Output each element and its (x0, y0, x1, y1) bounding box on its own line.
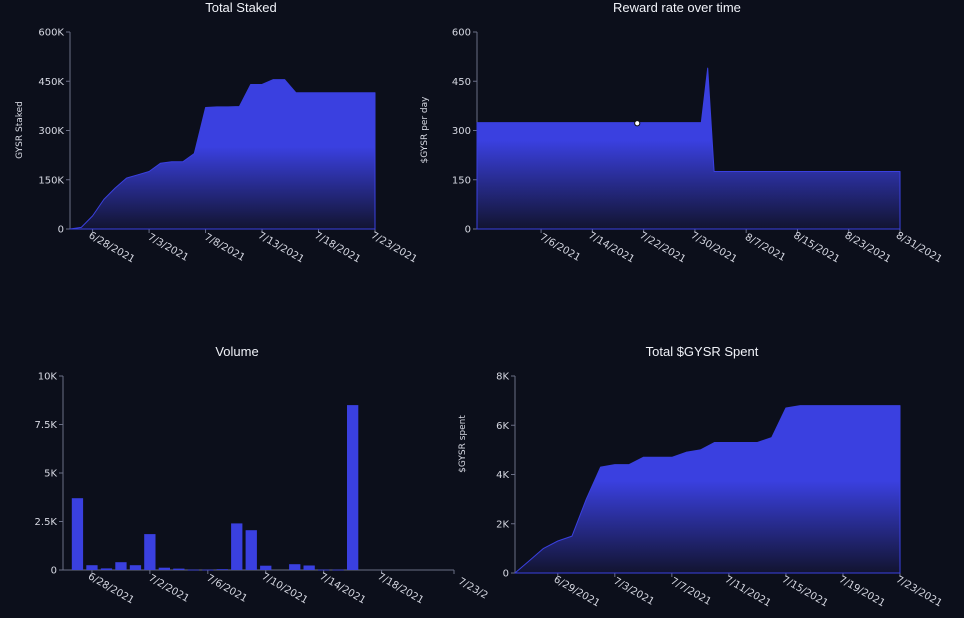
y-tick-label: 4K (496, 470, 509, 481)
x-tick-label: 7/10/2021 (260, 571, 310, 606)
total-staked-panel: Total Staked 0 150K 300K 450K 600K 6/28/2021 7… (0, 0, 482, 300)
bar[interactable] (158, 567, 170, 570)
area-series (69, 79, 376, 230)
volume-chart: 0 2.5K 5K 7.5K 10K 6/28/2021 7/2/2021 7/6/2021 7… (35, 372, 490, 607)
y-tick-label: 150K (38, 175, 64, 186)
bar[interactable] (289, 564, 301, 570)
chart-title: Total $GYSR Spent (645, 344, 759, 359)
chart-title: Total Staked (205, 0, 277, 15)
x-tick-label: 6/28/2021 (86, 230, 136, 265)
x-tick-label: 7/18/2021 (312, 230, 362, 265)
reward-rate-panel: Reward rate over time 0 150 300 450 600 7/6/2… (400, 0, 964, 300)
x-tick-label: 7/8/2021 (202, 232, 246, 264)
y-tick-label: 600K (38, 28, 64, 39)
bar[interactable] (347, 405, 359, 570)
x-tick-label: 7/30/2021 (689, 230, 739, 265)
x-tick-label: 7/14/2021 (586, 230, 636, 265)
x-tick-label: 6/29/2021 (552, 574, 602, 609)
x-tick-label: 8/15/2021 (791, 230, 841, 265)
x-tick-label: 7/15/2021 (780, 574, 830, 609)
x-tick-label: 7/19/2021 (837, 574, 887, 609)
y-axis-label: $GYSR per day (420, 96, 430, 164)
y-tick-label: 0 (465, 225, 471, 236)
y-tick-label: 2.5K (35, 517, 58, 528)
y-tick-label: 6K (496, 421, 509, 432)
x-tick-label: 7/13/2021 (256, 230, 306, 265)
volume-panel: Volume 0 2.5K 5K 7.5K 10K 6/28/2021 7/2/2021 7/… (0, 340, 490, 618)
y-tick-label: 2K (496, 519, 509, 530)
chart-title: Reward rate over time (613, 0, 741, 15)
bar[interactable] (129, 565, 142, 570)
bar[interactable] (260, 565, 272, 570)
bar[interactable] (318, 569, 330, 571)
y-tick-label: 7.5K (35, 420, 58, 431)
x-tick-label: 7/2/2021 (147, 573, 191, 605)
x-tick-label: 7/6/2021 (538, 232, 582, 264)
x-tick-label: 7/11/2021 (723, 574, 773, 609)
bar[interactable] (245, 530, 257, 570)
area-series (476, 67, 901, 230)
y-tick-label: 10K (38, 372, 58, 383)
total-staked-chart: 0 150K 300K 450K 600K 6/28/2021 7/3/2021 7/8/20… (15, 28, 419, 266)
hover-marker[interactable] (634, 120, 641, 127)
y-tick-label: 0 (58, 225, 64, 236)
x-tick-label: 7/7/2021 (668, 576, 712, 608)
y-tick-label: 0 (51, 566, 57, 577)
x-tick-label: 7/23/2021 (894, 574, 944, 609)
x-tick-label: 8/31/2021 (894, 230, 944, 265)
gysr-spent-chart: 0 2K 4K 6K 8K 6/29/2021 7/3/2021 7/7/2021 7/11/2… (458, 372, 944, 610)
x-tick-label: 8/7/2021 (743, 232, 787, 264)
y-axis-label: GYSR Staked (15, 101, 25, 159)
y-tick-label: 150 (452, 175, 471, 186)
y-axis-label: $GYSR spent (458, 415, 468, 473)
x-tick-label: 7/3/2021 (611, 576, 655, 608)
x-tick-label: 7/14/2021 (318, 571, 368, 606)
y-tick-label: 300 (452, 126, 471, 137)
reward-rate-chart: 0 150 300 450 600 7/6/2021 7/14/2021 7/22/2021 7… (420, 28, 944, 266)
bar[interactable] (173, 568, 185, 570)
bar[interactable] (231, 523, 243, 570)
y-tick-label: 8K (496, 372, 509, 383)
x-tick-label: 7/3/2021 (146, 232, 190, 264)
gysr-spent-panel: Total $GYSR Spent 0 2K 4K 6K 8K 6/29/2021 7/3/… (400, 340, 964, 618)
chart-title: Volume (215, 344, 259, 359)
bar[interactable] (144, 534, 156, 570)
y-tick-label: 450K (38, 77, 64, 88)
x-tick-label: 6/28/2021 (86, 571, 136, 606)
bar[interactable] (202, 569, 214, 571)
bar[interactable] (303, 565, 315, 571)
bar[interactable] (86, 565, 98, 570)
area-series (514, 405, 901, 574)
y-tick-label: 600 (452, 28, 471, 39)
bar[interactable] (216, 569, 228, 570)
y-tick-label: 0 (503, 569, 509, 580)
bar[interactable] (115, 562, 127, 570)
y-tick-label: 450 (452, 77, 471, 88)
bar[interactable] (332, 569, 344, 571)
x-tick-label: 7/22/2021 (638, 230, 688, 265)
y-tick-label: 300K (38, 126, 64, 137)
bar[interactable] (187, 569, 199, 571)
x-tick-label: 8/23/2021 (843, 230, 893, 265)
bar[interactable] (71, 498, 84, 570)
x-tick-label: 7/6/2021 (204, 573, 248, 605)
y-tick-label: 5K (44, 469, 57, 480)
bar[interactable] (100, 568, 113, 570)
